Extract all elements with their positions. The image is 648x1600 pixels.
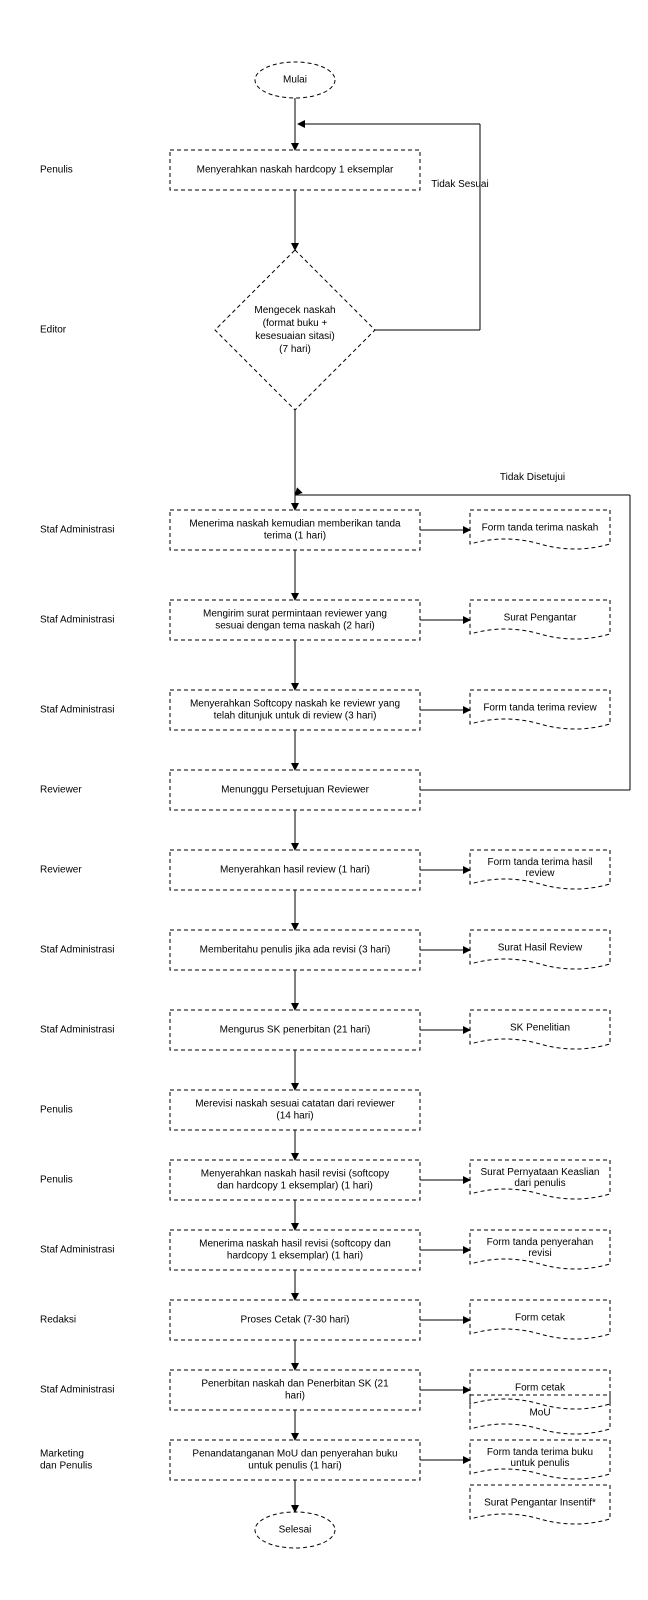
svg-text:Form tanda terima hasil: Form tanda terima hasil <box>487 857 592 868</box>
svg-text:Penandatanganan MoU dan penyer: Penandatanganan MoU dan penyerahan buku <box>192 1449 397 1460</box>
process-s14: Penerbitan naskah dan Penerbitan SK (21h… <box>40 1370 420 1410</box>
svg-text:terima (1 hari): terima (1 hari) <box>264 531 326 542</box>
doc-s3-0: Form tanda terima naskah <box>470 510 610 549</box>
svg-text:Form tanda terima naskah: Form tanda terima naskah <box>482 523 599 534</box>
svg-text:hari): hari) <box>285 1391 305 1402</box>
process-s11: Menyerahkan naskah hasil revisi (softcop… <box>40 1160 420 1200</box>
svg-text:Menunggu Persetujuan Reviewer: Menunggu Persetujuan Reviewer <box>221 785 370 796</box>
svg-text:Form tanda terima review: Form tanda terima review <box>483 703 597 714</box>
svg-text:Selesai: Selesai <box>279 1525 312 1536</box>
svg-text:Tidak Disetujui: Tidak Disetujui <box>500 472 565 483</box>
svg-text:Mulai: Mulai <box>283 75 307 86</box>
svg-text:Menyerahkan naskah hasil revis: Menyerahkan naskah hasil revisi (softcop… <box>201 1169 389 1180</box>
doc-s14-0: Form cetak <box>470 1370 610 1409</box>
process-s15: Penandatanganan MoU dan penyerahan bukuu… <box>40 1440 420 1480</box>
doc-s13-0: Form cetak <box>470 1300 610 1339</box>
svg-text:Staf Administrasi: Staf Administrasi <box>40 705 114 716</box>
svg-text:Menerima naskah hasil revisi (: Menerima naskah hasil revisi (softcopy d… <box>199 1239 391 1250</box>
svg-text:Mengirim surat permintaan revi: Mengirim surat permintaan reviewer yang <box>203 609 387 620</box>
svg-text:MoU: MoU <box>529 1408 550 1419</box>
process-s3: Menerima naskah kemudian memberikan tand… <box>40 510 420 550</box>
process-s5: Menyerahkan Softcopy naskah ke reviewr y… <box>40 690 420 730</box>
svg-text:Staf Administrasi: Staf Administrasi <box>40 1385 114 1396</box>
svg-text:Surat Hasil Review: Surat Hasil Review <box>498 943 583 954</box>
doc-s15-0: MoU <box>470 1395 610 1434</box>
svg-text:review: review <box>526 868 556 879</box>
process-s1: Menyerahkan naskah hardcopy 1 eksemplar P… <box>40 150 420 190</box>
svg-text:Staf Administrasi: Staf Administrasi <box>40 945 114 956</box>
svg-text:Memberitahu penulis jika ada r: Memberitahu penulis jika ada revisi (3 h… <box>200 945 391 956</box>
svg-text:untuk penulis: untuk penulis <box>511 1458 570 1469</box>
decision-editor: Mengecek naskah (format buku + kesesuaian … <box>40 250 375 410</box>
svg-text:Form tanda terima buku: Form tanda terima buku <box>487 1447 593 1458</box>
svg-text:Penulis: Penulis <box>40 1105 73 1116</box>
process-s4: Mengirim surat permintaan reviewer yangs… <box>40 600 420 640</box>
svg-text:Staf Administrasi: Staf Administrasi <box>40 615 114 626</box>
svg-text:dari penulis: dari penulis <box>514 1178 565 1189</box>
svg-text:SK Penelitian: SK Penelitian <box>510 1023 570 1034</box>
svg-text:Editor: Editor <box>40 325 67 336</box>
doc-s15-2: Surat Pengantar Insentif* <box>470 1485 610 1524</box>
svg-text:Redaksi: Redaksi <box>40 1315 76 1326</box>
doc-s5-0: Form tanda terima review <box>470 690 610 729</box>
svg-text:Mengurus SK penerbitan (21 har: Mengurus SK penerbitan (21 hari) <box>220 1025 371 1036</box>
svg-text:Proses Cetak (7-30 hari): Proses Cetak (7-30 hari) <box>241 1315 350 1326</box>
svg-text:(14 hari): (14 hari) <box>276 1111 313 1122</box>
end-terminal: Selesai <box>255 1512 335 1548</box>
process-s7: Menyerahkan hasil review (1 hari) Reviewe… <box>40 850 420 890</box>
doc-s4-0: Surat Pengantar <box>470 600 610 639</box>
svg-text:Form cetak: Form cetak <box>515 1313 566 1324</box>
svg-text:Surat Pengantar Insentif*: Surat Pengantar Insentif* <box>484 1498 596 1509</box>
svg-text:untuk penulis (1 hari): untuk penulis (1 hari) <box>248 1461 341 1472</box>
svg-text:dan hardcopy 1 eksemplar) (1 h: dan hardcopy 1 eksemplar) (1 hari) <box>217 1181 373 1192</box>
doc-s12-0: Form tanda penyerahanrevisi <box>470 1230 610 1269</box>
svg-text:Form tanda penyerahan: Form tanda penyerahan <box>487 1237 594 1248</box>
process-s6: Menunggu Persetujuan Reviewer Reviewer <box>40 770 420 810</box>
svg-text:telah ditunjuk untuk di review: telah ditunjuk untuk di review (3 hari) <box>214 711 377 722</box>
svg-text:dan Penulis: dan Penulis <box>40 1461 92 1472</box>
doc-s7-0: Form tanda terima hasilreview <box>470 850 610 889</box>
process-s8: Memberitahu penulis jika ada revisi (3 h… <box>40 930 420 970</box>
process-s9: Mengurus SK penerbitan (21 hari) Staf Adm… <box>40 1010 420 1050</box>
svg-text:Tidak Sesuai: Tidak Sesuai <box>431 179 488 190</box>
svg-text:hardcopy 1 eksemplar) (1 hari): hardcopy 1 eksemplar) (1 hari) <box>227 1251 363 1262</box>
svg-text:Surat Pernyataan Keaslian: Surat Pernyataan Keaslian <box>481 1167 600 1178</box>
svg-text:Penerbitan naskah dan Penerbit: Penerbitan naskah dan Penerbitan SK (21 <box>201 1379 389 1390</box>
svg-text:revisi: revisi <box>528 1248 551 1259</box>
svg-text:sesuai dengan tema naskah (2 h: sesuai dengan tema naskah (2 hari) <box>215 621 375 632</box>
svg-text:Staf Administrasi: Staf Administrasi <box>40 1245 114 1256</box>
flowchart: Mulai Mengecek naskah (format buku + kesesu… <box>0 0 648 1600</box>
process-s10: Merevisi naskah sesuai catatan dari revi… <box>40 1090 420 1130</box>
svg-text:Reviewer: Reviewer <box>40 865 82 876</box>
svg-text:kesesuaian sitasi): kesesuaian sitasi) <box>255 331 334 342</box>
doc-s11-0: Surat Pernyataan Keasliandari penulis <box>470 1160 610 1199</box>
svg-text:Marketing: Marketing <box>40 1449 84 1460</box>
svg-text:Penulis: Penulis <box>40 165 73 176</box>
svg-text:Merevisi naskah sesuai catatan: Merevisi naskah sesuai catatan dari revi… <box>195 1099 395 1110</box>
svg-text:Form cetak: Form cetak <box>515 1383 566 1394</box>
svg-text:Menyerahkan naskah hardcopy 1: Menyerahkan naskah hardcopy 1 eksemplar <box>197 165 394 176</box>
doc-s8-0: Surat Hasil Review <box>470 930 610 969</box>
svg-text:(format buku +: (format buku + <box>263 318 328 329</box>
svg-text:(7 hari): (7 hari) <box>279 344 311 355</box>
process-s13: Proses Cetak (7-30 hari) Redaksi <box>40 1300 420 1340</box>
svg-text:Menyerahkan hasil review (1 ha: Menyerahkan hasil review (1 hari) <box>220 865 370 876</box>
doc-s9-0: SK Penelitian <box>470 1010 610 1049</box>
svg-text:Surat Pengantar: Surat Pengantar <box>504 613 577 624</box>
svg-text:Penulis: Penulis <box>40 1175 73 1186</box>
svg-text:Reviewer: Reviewer <box>40 785 82 796</box>
doc-s15-1: Form tanda terima bukuuntuk penulis <box>470 1440 610 1479</box>
svg-text:Menerima naskah kemudian membe: Menerima naskah kemudian memberikan tand… <box>189 519 401 530</box>
process-s12: Menerima naskah hasil revisi (softcopy d… <box>40 1230 420 1270</box>
start-terminal: Mulai <box>255 62 335 98</box>
svg-text:Menyerahkan Softcopy naskah ke: Menyerahkan Softcopy naskah ke reviewr y… <box>190 699 400 710</box>
svg-text:Mengecek naskah: Mengecek naskah <box>254 305 335 316</box>
svg-text:Staf Administrasi: Staf Administrasi <box>40 525 114 536</box>
svg-text:Staf Administrasi: Staf Administrasi <box>40 1025 114 1036</box>
